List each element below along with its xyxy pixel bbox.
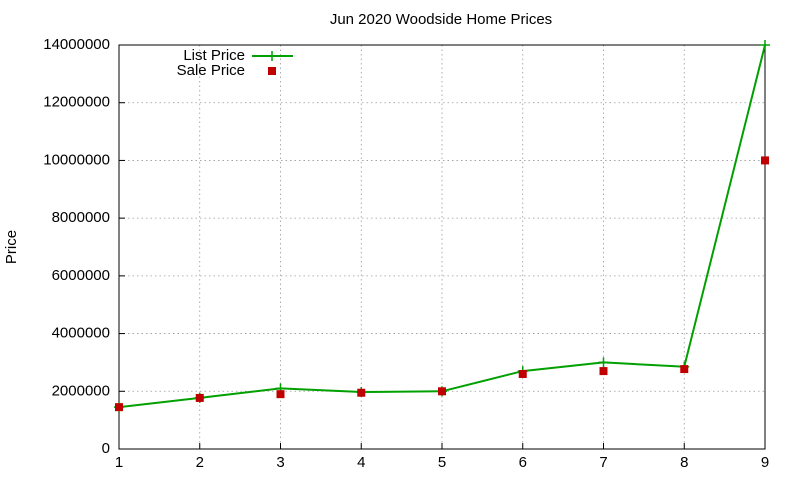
data-point bbox=[276, 390, 285, 399]
x-tick-label: 8 bbox=[680, 454, 688, 471]
y-tick-label: 4000000 bbox=[52, 325, 110, 342]
legend-label: Sale Price bbox=[177, 62, 245, 79]
x-tick-label: 4 bbox=[357, 454, 365, 471]
data-point bbox=[195, 393, 204, 402]
data-point bbox=[760, 40, 770, 50]
data-point bbox=[680, 365, 689, 374]
data-point bbox=[357, 388, 366, 397]
x-tick-label: 6 bbox=[519, 454, 527, 471]
y-tick-label: 14000000 bbox=[43, 36, 110, 53]
plot-border bbox=[118, 44, 766, 450]
legend-marker bbox=[267, 51, 277, 61]
x-tick-label: 7 bbox=[599, 454, 607, 471]
y-axis-label: Price bbox=[3, 230, 20, 264]
y-tick-label: 0 bbox=[102, 440, 110, 457]
y-tick-label: 10000000 bbox=[43, 151, 110, 168]
chart-title: Jun 2020 Woodside Home Prices bbox=[330, 11, 552, 28]
data-point bbox=[761, 156, 769, 165]
data-point bbox=[518, 369, 527, 378]
data-point bbox=[599, 367, 608, 376]
x-tick-label: 2 bbox=[196, 454, 204, 471]
x-tick-label: 3 bbox=[276, 454, 284, 471]
x-tick-label: 5 bbox=[438, 454, 446, 471]
data-point bbox=[115, 403, 123, 412]
y-tick-label: 8000000 bbox=[52, 209, 110, 226]
x-tick-label: 9 bbox=[761, 454, 769, 471]
y-tick-label: 12000000 bbox=[43, 94, 110, 111]
legend-marker bbox=[268, 67, 276, 75]
data-point bbox=[598, 357, 609, 368]
data-point bbox=[438, 387, 446, 396]
x-tick-label: 1 bbox=[115, 454, 123, 471]
y-tick-label: 6000000 bbox=[52, 267, 110, 284]
legend-label: List Price bbox=[183, 47, 245, 64]
y-tick-label: 2000000 bbox=[52, 382, 110, 399]
